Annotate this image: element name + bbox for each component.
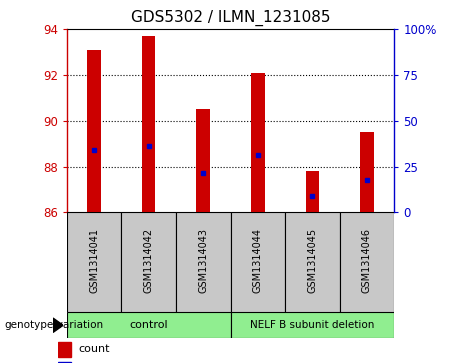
Bar xyxy=(251,73,265,212)
Text: GSM1314046: GSM1314046 xyxy=(362,228,372,293)
Bar xyxy=(121,212,176,312)
Bar xyxy=(58,362,71,363)
Text: genotype/variation: genotype/variation xyxy=(5,320,104,330)
Title: GDS5302 / ILMN_1231085: GDS5302 / ILMN_1231085 xyxy=(131,10,330,26)
Bar xyxy=(230,312,394,338)
Text: count: count xyxy=(78,344,110,354)
Bar xyxy=(340,212,394,312)
Text: GSM1314045: GSM1314045 xyxy=(307,228,317,293)
Bar xyxy=(285,212,340,312)
Text: GSM1314042: GSM1314042 xyxy=(144,228,154,293)
Text: control: control xyxy=(130,320,168,330)
Bar xyxy=(87,50,101,212)
Bar xyxy=(67,212,121,312)
Text: GSM1314044: GSM1314044 xyxy=(253,228,263,293)
Bar xyxy=(67,312,230,338)
Bar xyxy=(176,212,230,312)
Text: GSM1314043: GSM1314043 xyxy=(198,228,208,293)
Bar xyxy=(142,36,155,212)
Bar xyxy=(360,132,374,212)
Bar xyxy=(230,212,285,312)
Bar xyxy=(58,342,71,357)
Text: GSM1314041: GSM1314041 xyxy=(89,228,99,293)
Bar xyxy=(306,171,319,212)
Polygon shape xyxy=(53,318,63,333)
Bar xyxy=(196,109,210,212)
Text: NELF B subunit deletion: NELF B subunit deletion xyxy=(250,320,374,330)
